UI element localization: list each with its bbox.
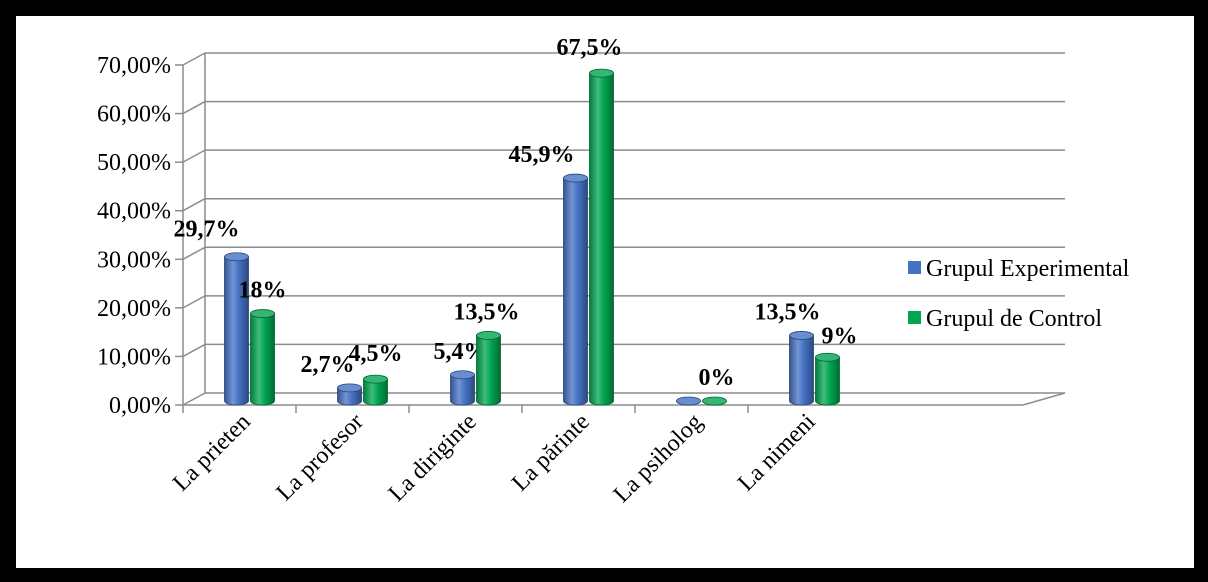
bar: [589, 68, 614, 406]
x-tick-label: La prieten: [168, 409, 256, 497]
gridline-side: [182, 392, 206, 406]
gridline-side: [182, 52, 206, 66]
x-tick-label: La profesor: [272, 409, 369, 506]
bar: [702, 396, 727, 406]
gridline-side: [182, 343, 206, 358]
gridline-side: [182, 198, 206, 212]
x-tick-label: La părinte: [507, 409, 595, 497]
gridline-side: [182, 149, 206, 163]
y-tick-label: 60,00%: [97, 102, 171, 128]
data-label: 13,5%: [755, 299, 821, 325]
bar: [563, 173, 588, 406]
gridline-side: [182, 100, 206, 115]
data-label: 0%: [699, 365, 735, 391]
y-tick-label: 0,00%: [109, 393, 171, 419]
x-axis-side: [1022, 392, 1066, 406]
bar: [363, 374, 388, 406]
data-label: 67,5%: [557, 35, 623, 61]
x-tick-label: La psiholog: [609, 409, 708, 508]
legend-swatch: [908, 261, 921, 274]
bar: [250, 309, 275, 406]
bar: [676, 396, 701, 406]
gridline-side: [182, 295, 206, 309]
data-label: 9%: [822, 323, 858, 349]
y-tick-label: 70,00%: [97, 53, 171, 79]
bar: [476, 331, 501, 406]
y-tick-label: 40,00%: [97, 199, 171, 225]
bar: [337, 383, 362, 406]
legend-label: Grupul Experimental: [926, 256, 1130, 282]
data-label: 4,5%: [349, 341, 403, 367]
y-tick-label: 50,00%: [97, 150, 171, 176]
x-tick-label: La nimeni: [733, 409, 821, 497]
bar: [450, 370, 475, 406]
bar: [224, 252, 249, 406]
y-tick-label: 30,00%: [97, 247, 171, 273]
bar: [789, 331, 814, 406]
gridline-side: [182, 246, 206, 260]
legend-label: Grupul de Control: [926, 306, 1102, 332]
data-label: 18%: [239, 278, 287, 304]
y-tick-label: 20,00%: [97, 296, 171, 322]
legend-swatch: [908, 311, 921, 324]
x-tick-label: La diriginte: [384, 409, 482, 507]
data-label: 2,7%: [301, 352, 355, 378]
bar: [815, 352, 840, 406]
data-label: 13,5%: [454, 299, 520, 325]
data-label: 29,7%: [174, 217, 240, 243]
y-tick-label: 10,00%: [97, 344, 171, 370]
data-label: 45,9%: [509, 142, 575, 168]
